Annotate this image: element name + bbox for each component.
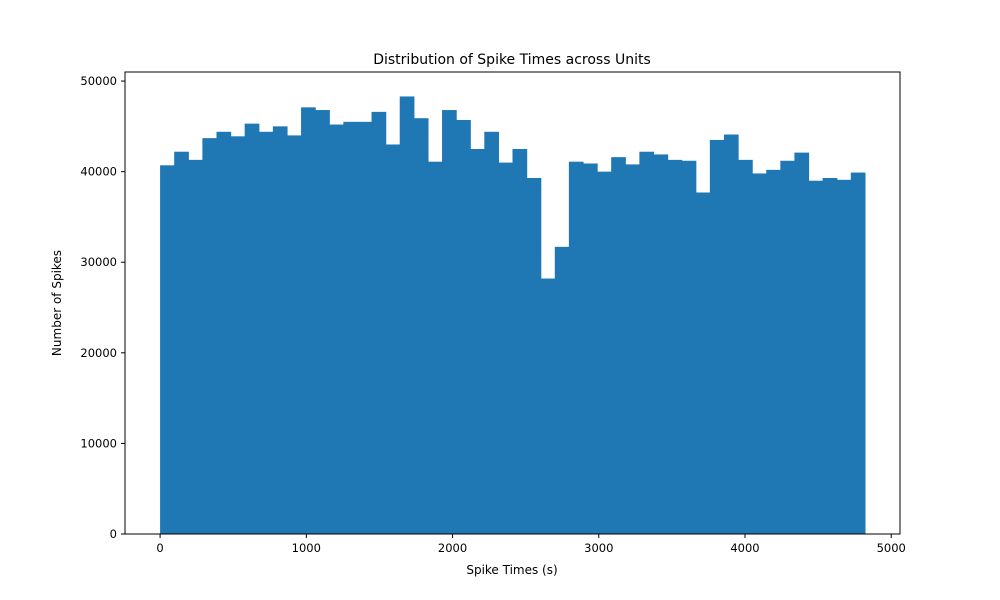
histogram-bar (681, 160, 697, 534)
histogram-bar (526, 177, 542, 535)
histogram-bar (427, 161, 443, 534)
y-tick-label: 30000 (80, 255, 117, 269)
x-tick-label: 4000 (730, 541, 759, 555)
y-tick-label: 50000 (80, 74, 117, 88)
histogram-bar (822, 177, 838, 535)
histogram-bar (413, 118, 429, 534)
plot-frame (124, 71, 901, 535)
x-tick-label: 0 (156, 541, 163, 555)
histogram-bar (850, 172, 866, 535)
x-tick-label: 5000 (877, 541, 906, 555)
histogram-bar (343, 121, 359, 534)
histogram-bar (442, 110, 457, 535)
bars-group (160, 96, 866, 535)
x-tick-label: 3000 (584, 541, 613, 555)
y-tick-label: 10000 (80, 436, 117, 450)
histogram-bar (399, 96, 415, 535)
x-axis-ticks: 0 1000 2000 3000 4000 5000 (156, 534, 906, 555)
histogram-bar (625, 164, 640, 534)
histogram-bar (301, 107, 316, 534)
histogram-bar (738, 159, 753, 534)
histogram-bar (371, 111, 387, 535)
histogram-bar (258, 131, 274, 535)
histogram-bar (597, 171, 612, 534)
chart-title: Distribution of Spike Times across Units (373, 52, 651, 68)
histogram-bar (554, 246, 570, 534)
histogram-bar (512, 149, 528, 534)
histogram-bar (667, 159, 683, 534)
histogram-bar (611, 157, 626, 534)
histogram-bar (752, 173, 767, 534)
histogram-bar (315, 110, 330, 535)
histogram-bar (766, 169, 781, 534)
histogram-bar (174, 151, 189, 534)
histogram-bar (470, 149, 485, 534)
histogram-bar (216, 131, 232, 535)
histogram-bar (286, 135, 302, 534)
histogram-bar (568, 161, 584, 534)
x-tick-label: 2000 (438, 541, 467, 555)
histogram-bar (836, 179, 852, 535)
histogram-bar (188, 159, 203, 534)
histogram-bar (540, 278, 556, 534)
x-axis-label: Spike Times (s) (466, 563, 557, 577)
y-tick-label: 0 (110, 527, 117, 541)
histogram-bar (244, 123, 260, 534)
histogram-bar (357, 121, 373, 534)
y-tick-label: 20000 (80, 346, 117, 360)
histogram-bar (808, 180, 824, 534)
histogram-bar (653, 154, 669, 534)
histogram-bar (709, 139, 725, 534)
y-axis-label: Number of Spikes (50, 250, 64, 356)
histogram-bar (329, 124, 344, 534)
y-tick-label: 40000 (80, 165, 117, 179)
histogram-bar (160, 165, 175, 534)
histogram-bar (230, 136, 246, 534)
histogram-bar (695, 192, 711, 535)
histogram-bar (385, 144, 401, 534)
histogram-bar (498, 162, 514, 534)
histogram-bar (456, 120, 471, 534)
histogram-bar (484, 131, 500, 535)
histogram-bar (639, 151, 655, 534)
histogram-bar (780, 160, 796, 534)
histogram-bar (272, 126, 288, 534)
histogram-bar (723, 134, 739, 534)
histogram-bar (794, 152, 810, 534)
y-axis-ticks: 0 10000 20000 30000 40000 50000 (80, 74, 125, 541)
x-tick-label: 1000 (292, 541, 321, 555)
histogram-bar (582, 163, 598, 535)
histogram-bar (202, 138, 218, 534)
